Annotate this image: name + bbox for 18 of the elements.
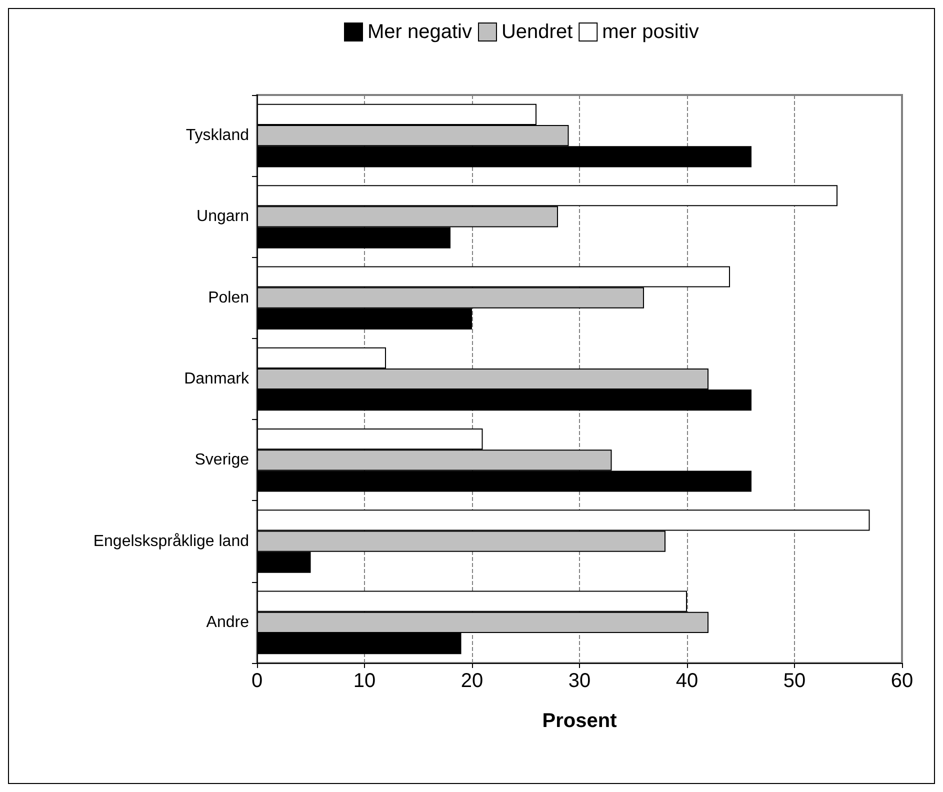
x-tick-label: 20 <box>460 670 484 692</box>
y-tick-label: Ungarn <box>196 208 249 226</box>
legend-label: Uendret <box>501 21 574 43</box>
x-tick-label: 0 <box>251 670 263 692</box>
y-tick-label: Polen <box>208 289 249 306</box>
y-tick-label: Sverige <box>194 452 250 469</box>
y-tick-label: Tyskland <box>186 127 249 144</box>
x-tick-label: 40 <box>676 670 698 692</box>
y-tick-label: Engelskspråklige land <box>93 532 249 550</box>
legend-label: Mer negativ <box>368 21 472 43</box>
legend-label: mer positiv <box>602 21 699 43</box>
x-tick-label: 50 <box>783 670 806 692</box>
y-tick-label: Andre <box>206 614 250 631</box>
x-axis-title: Prosent <box>542 710 618 732</box>
y-tick-label: Danmark <box>184 370 250 388</box>
x-tick-label: 60 <box>890 670 914 692</box>
x-tick-label: 10 <box>353 670 376 692</box>
x-tick-label: 30 <box>568 670 591 692</box>
